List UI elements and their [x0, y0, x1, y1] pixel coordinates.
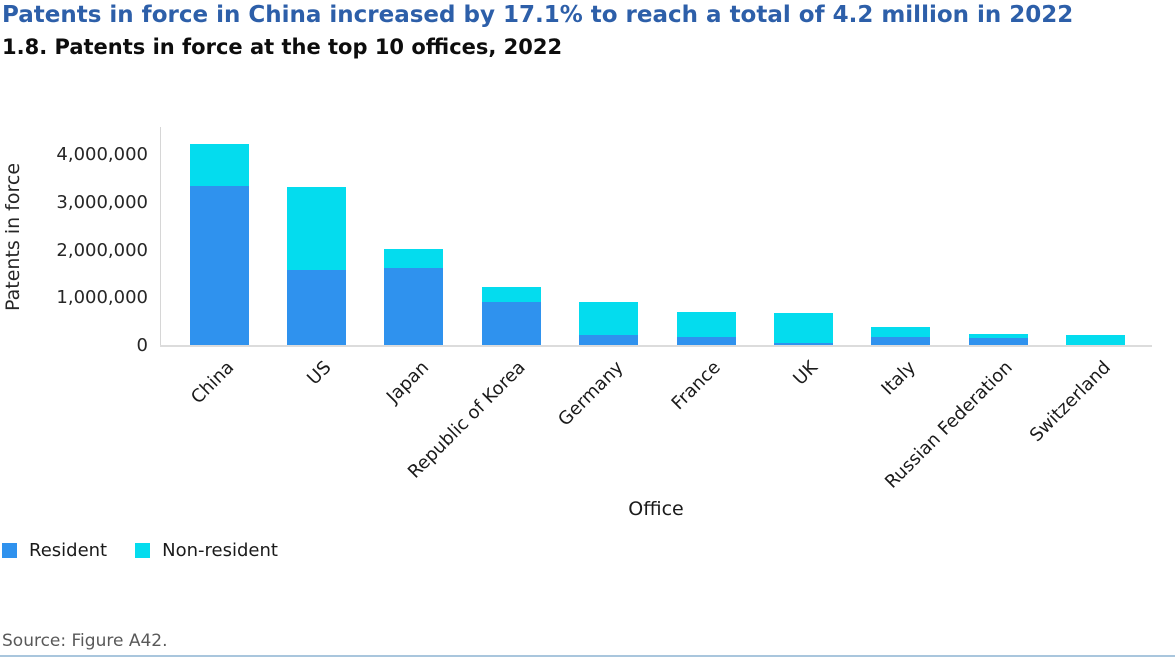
bottom-divider [0, 655, 1175, 657]
x-category-label-text: Japan [382, 357, 433, 408]
y-tick-label: 0 [136, 335, 148, 356]
x-category-label-text: France [667, 357, 725, 415]
bar-segment-resident [481, 301, 541, 346]
bar-segment-non-resident [286, 186, 346, 271]
bar-segment-non-resident [968, 333, 1028, 338]
bar-segment-resident [773, 342, 833, 346]
legend-item-resident: Resident [2, 540, 107, 561]
y-tick-label: 2,000,000 [56, 239, 148, 261]
y-axis-line [160, 127, 161, 347]
y-tick-label: 3,000,000 [56, 191, 148, 213]
bar-segment-resident [968, 337, 1028, 346]
bar-segment-non-resident [189, 144, 249, 186]
x-category-label-text: Switzerland [1025, 357, 1115, 447]
source-note: Source: Figure A42. [2, 631, 168, 651]
bar-segment-non-resident [579, 302, 639, 335]
x-category-label-text: UK [789, 357, 823, 390]
legend-label: Resident [29, 540, 108, 561]
bar-segment-resident [871, 336, 931, 346]
bar-segment-non-resident [676, 312, 736, 338]
y-tick-label: 1,000,000 [56, 287, 148, 309]
x-category-label-text: Italy [877, 357, 920, 400]
chart-legend: Resident Non-resident [2, 540, 278, 561]
bar-segment-resident [579, 334, 639, 346]
bar-segment-non-resident [773, 312, 833, 343]
bar-segment-resident [189, 185, 249, 346]
bar-segment-non-resident [481, 286, 541, 302]
bar-segment-non-resident [871, 326, 931, 337]
bar-segment-resident [286, 270, 346, 346]
bar-segment-non-resident [1066, 334, 1126, 346]
page-title: Patents in force in China increased by 1… [2, 2, 1074, 28]
bar-segment-non-resident [384, 248, 444, 268]
legend-swatch [135, 543, 151, 558]
legend-swatch [2, 543, 17, 558]
figure-number-title: 1.8. Patents in force at the top 10 offi… [2, 35, 563, 59]
x-category-label-text: Germany [554, 357, 628, 431]
legend-label: Non-resident [162, 540, 278, 561]
x-category-label-text: US [302, 357, 336, 390]
bar-segment-resident [676, 337, 736, 346]
legend-item-non-resident: Non-resident [135, 540, 278, 561]
bar-segment-resident [384, 267, 444, 346]
x-axis-title: Office [628, 498, 684, 520]
x-category-label-text: China [186, 357, 238, 409]
y-tick-label: 4,000,000 [56, 144, 148, 165]
x-axis-line [160, 345, 1152, 347]
